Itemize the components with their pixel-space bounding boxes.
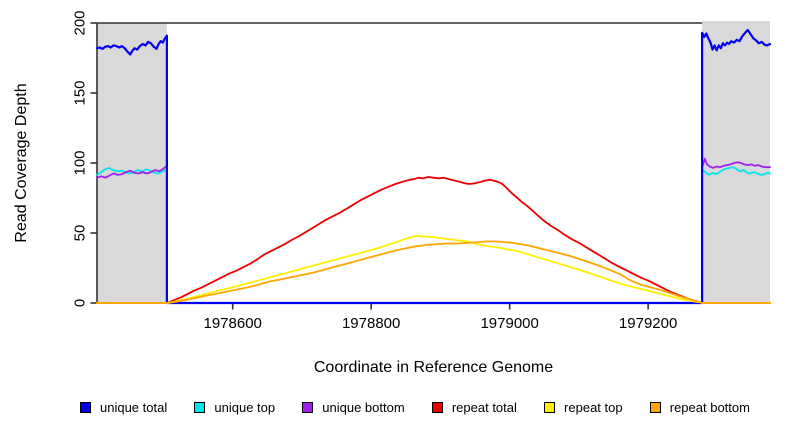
legend-item-unique-top: unique top bbox=[194, 400, 275, 415]
y-tick-label: 50 bbox=[72, 225, 89, 242]
series-line-repeat-top bbox=[96, 234, 771, 304]
legend-swatch-icon bbox=[431, 401, 443, 413]
legend-label: unique total bbox=[100, 399, 168, 415]
series-line-repeat-bottom bbox=[96, 240, 771, 304]
legend-swatch-icon bbox=[649, 401, 661, 413]
legend-label: repeat top bbox=[564, 399, 623, 415]
series-line-unique-bottom bbox=[96, 157, 771, 304]
legend-item-unique-bottom: unique bottom bbox=[302, 399, 405, 415]
series-line-unique-total bbox=[95, 28, 772, 305]
x-axis-title: Coordinate in Reference Genome bbox=[313, 359, 554, 376]
legend-label: repeat bottom bbox=[669, 399, 750, 415]
legend-item-repeat-top: repeat top bbox=[544, 400, 623, 415]
series-line-repeat-total bbox=[96, 176, 771, 304]
y-tick-label: 200 bbox=[72, 10, 89, 35]
shaded-region-left bbox=[97, 23, 167, 303]
legend-item-unique-total: unique total bbox=[80, 400, 167, 415]
y-axis-title: Read Coverage Depth bbox=[13, 83, 30, 243]
x-tick-label: 1979200 bbox=[619, 315, 677, 332]
x-tick-label: 1979000 bbox=[480, 315, 538, 332]
legend-label: unique top bbox=[214, 399, 276, 415]
legend-swatch-icon bbox=[194, 401, 206, 413]
legend-label: unique bottom bbox=[322, 399, 405, 415]
y-tick-label: 100 bbox=[72, 150, 89, 175]
legend-item-repeat-bottom: repeat bottom bbox=[649, 399, 750, 415]
legend: unique total unique top unique bottom repea… bbox=[80, 397, 750, 417]
series-line-unique-top bbox=[96, 166, 771, 304]
y-tick-label: 150 bbox=[72, 80, 89, 105]
x-tick-label: 1978600 bbox=[204, 315, 262, 332]
y-tick-label: 0 bbox=[72, 299, 89, 307]
legend-swatch-icon bbox=[80, 401, 91, 413]
x-tick-label: 1978800 bbox=[342, 315, 400, 332]
legend-swatch-icon bbox=[544, 401, 556, 413]
legend-swatch-icon bbox=[302, 401, 314, 413]
legend-label: repeat total bbox=[451, 399, 517, 415]
legend-item-repeat-total: repeat total bbox=[431, 399, 517, 415]
